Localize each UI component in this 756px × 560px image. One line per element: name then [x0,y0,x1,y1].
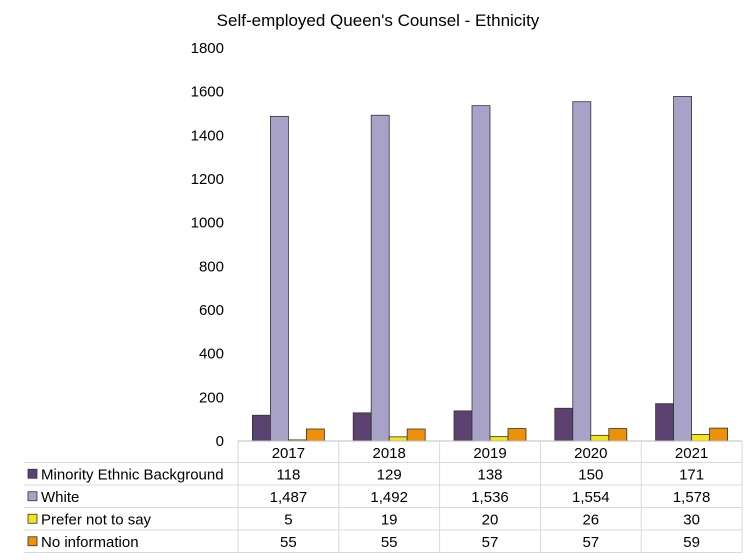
y-tick-label: 0 [216,433,224,450]
table-cell-value: 118 [276,466,300,483]
x-category-label: 2017 [272,445,305,462]
bar [453,410,473,442]
bar [507,428,527,442]
table-cell-value: 55 [381,534,398,551]
table-cell-value: 30 [683,511,700,528]
bar-group [238,96,742,442]
bar [471,105,491,442]
bar [709,427,728,442]
y-tick-label: 1000 [191,215,224,232]
table-cell-value: 19 [381,511,398,528]
table-cell-value: 55 [280,534,297,551]
y-tick-label: 200 [199,389,224,406]
chart-title: Self-employed Queen's Counsel - Ethnicit… [217,11,540,30]
bar [590,434,610,442]
bar [655,403,674,442]
table-cell-value: 59 [683,534,700,551]
legend-label: White [41,489,79,506]
bar [406,428,426,442]
legend-swatch [27,513,38,524]
y-tick-label: 600 [199,302,224,319]
legend-label: No information [41,534,139,551]
y-tick-label: 400 [199,346,224,363]
y-axis: 0 200 400 600 800 1000 1200 1400 1600 1800 [191,40,224,450]
bar [572,101,592,442]
legend-label: Prefer not to say [41,511,152,528]
table-cell-value: 57 [582,534,599,551]
bar [269,115,289,442]
table-cell-value: 129 [377,466,402,483]
x-category-label: 2020 [574,445,607,462]
table-cell-value: 150 [578,466,603,483]
bar [388,436,408,442]
bar [352,412,372,442]
bar [554,407,574,442]
legend-label: Minority Ethnic Background [41,466,224,483]
table-cell-value: 26 [582,511,599,528]
table-cell-value: 1,554 [572,489,610,506]
x-category-label: 2019 [473,445,506,462]
x-category-label: 2021 [675,445,708,462]
x-category-label: 2018 [373,445,406,462]
bar [608,428,628,442]
table-cell-value: 5 [284,511,292,528]
y-tick-label: 1200 [191,171,224,188]
legend-swatch [27,536,38,547]
bar [691,434,710,442]
table-cell-value: 20 [482,511,499,528]
table-cell-value: 138 [477,466,502,483]
table-cell-value: 1,536 [471,489,509,506]
y-tick-label: 1800 [191,40,224,57]
y-tick-label: 1400 [191,127,224,144]
legend-swatch [27,491,38,502]
bar [305,428,325,442]
table-cell-value: 57 [482,534,499,551]
table-cell-value: 1,487 [270,489,308,506]
table-cell-value: 1,492 [370,489,408,506]
y-tick-label: 800 [199,258,224,275]
y-tick-label: 1600 [191,84,224,101]
legend-swatch [27,468,38,479]
table-cell-value: 1,578 [673,489,711,506]
bar [673,96,692,442]
bar [251,414,271,442]
bar [489,436,509,442]
table-cell-value: 171 [679,466,704,483]
bar [370,114,390,442]
